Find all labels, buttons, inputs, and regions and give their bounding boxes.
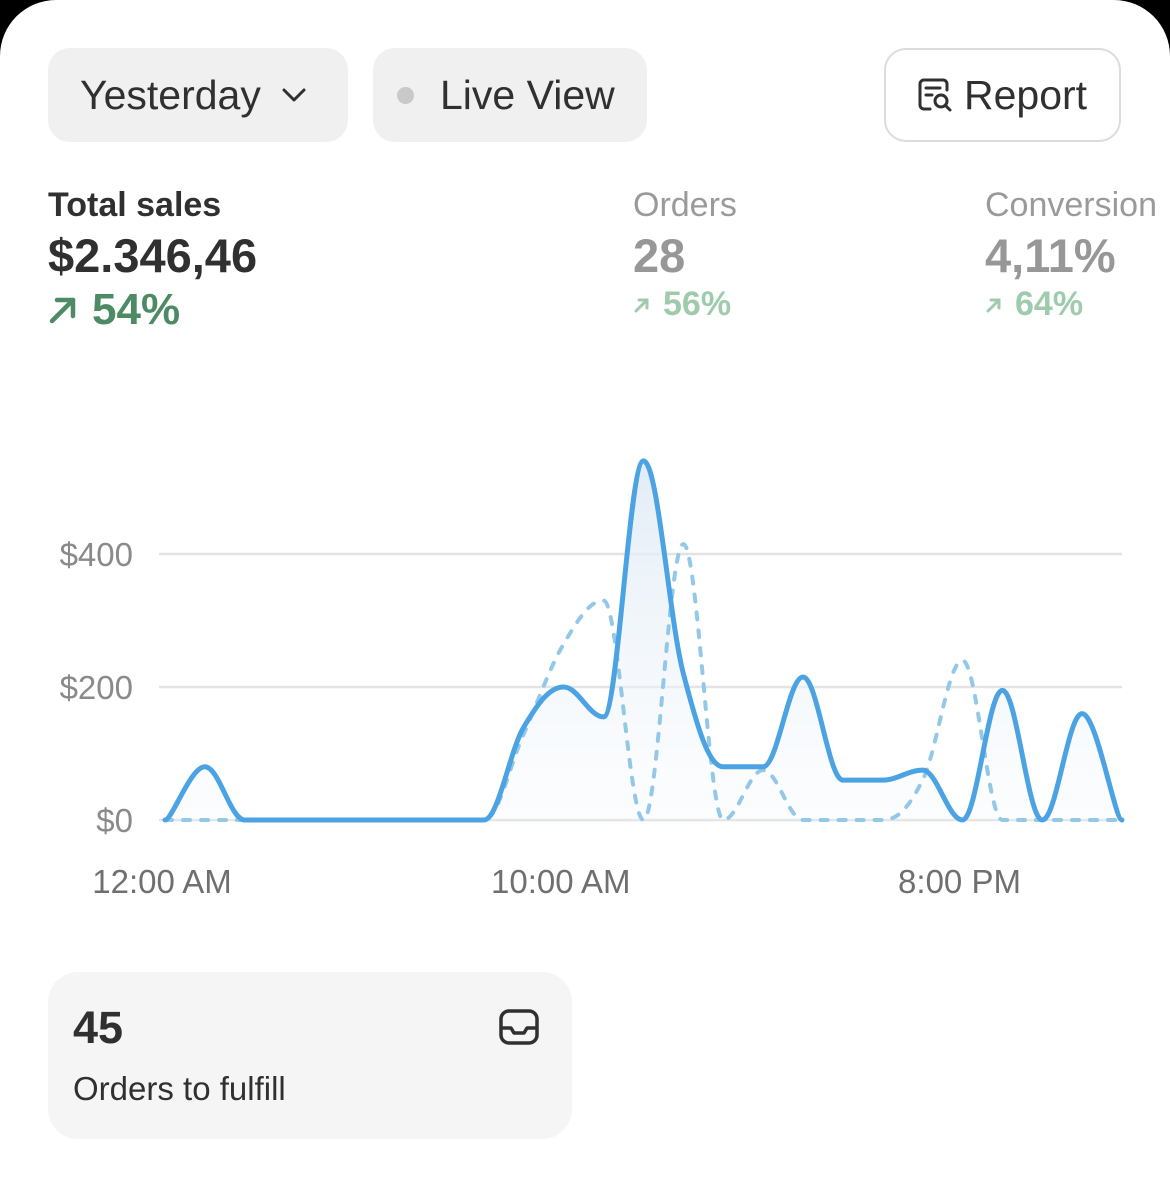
current-series-line (162, 458, 1125, 823)
arrow-up-right-icon (634, 298, 649, 312)
comparison-series-line (163, 542, 1124, 822)
x-tick-label: 8:00 PM (898, 863, 1021, 900)
live-view-button[interactable]: Live View (373, 48, 647, 142)
report-button[interactable]: Report (884, 48, 1121, 142)
arrow-up-right-icon (49, 297, 76, 324)
metric-orders[interactable]: Orders 28 56% (633, 185, 737, 324)
live-view-label: Live View (440, 71, 615, 118)
series-area (165, 460, 1122, 820)
metric-change: 64% (985, 285, 1157, 324)
metric-change-value: 64% (1015, 285, 1084, 323)
metric-value: 4,11% (985, 229, 1116, 282)
date-range-label: Yesterday (80, 71, 261, 118)
metric-value: 28 (633, 229, 686, 282)
report-search-icon (916, 76, 954, 114)
metric-conversion[interactable]: Conversion 4,11% 64% (985, 185, 1157, 324)
metric-label: Conversion (985, 186, 1157, 224)
live-status-dot-icon (397, 86, 414, 104)
orders-to-fulfill-card[interactable]: 45 Orders to fulfill (48, 972, 572, 1139)
metric-total-sales[interactable]: Total sales $2.346,46 54% (48, 185, 257, 335)
x-tick-label: 12:00 AM (92, 863, 231, 900)
fulfill-count: 45 (73, 1002, 124, 1053)
metric-change: 56% (633, 285, 737, 324)
y-tick-label: $0 (96, 802, 133, 839)
chevron-down-icon (281, 87, 307, 103)
metric-label: Total sales (48, 186, 222, 224)
y-tick-label: $200 (60, 669, 133, 706)
metric-change: 54% (48, 285, 257, 335)
metric-label: Orders (633, 186, 737, 224)
metric-change-value: 56% (663, 285, 732, 323)
sales-chart[interactable]: $0 $200 $400 12:00 AM 10:00 AM 8:00 PM (0, 420, 1170, 920)
inbox-tray-icon (498, 1008, 540, 1051)
report-label: Report (964, 71, 1088, 118)
metric-change-value: 54% (92, 285, 181, 334)
metric-value: $2.346,46 (48, 229, 258, 282)
y-tick-label: $400 (60, 536, 133, 573)
date-range-dropdown[interactable]: Yesterday (48, 48, 348, 142)
fulfill-label: Orders to fulfill (73, 1070, 286, 1107)
arrow-up-right-icon (986, 298, 1001, 312)
x-tick-label: 10:00 AM (491, 863, 630, 900)
